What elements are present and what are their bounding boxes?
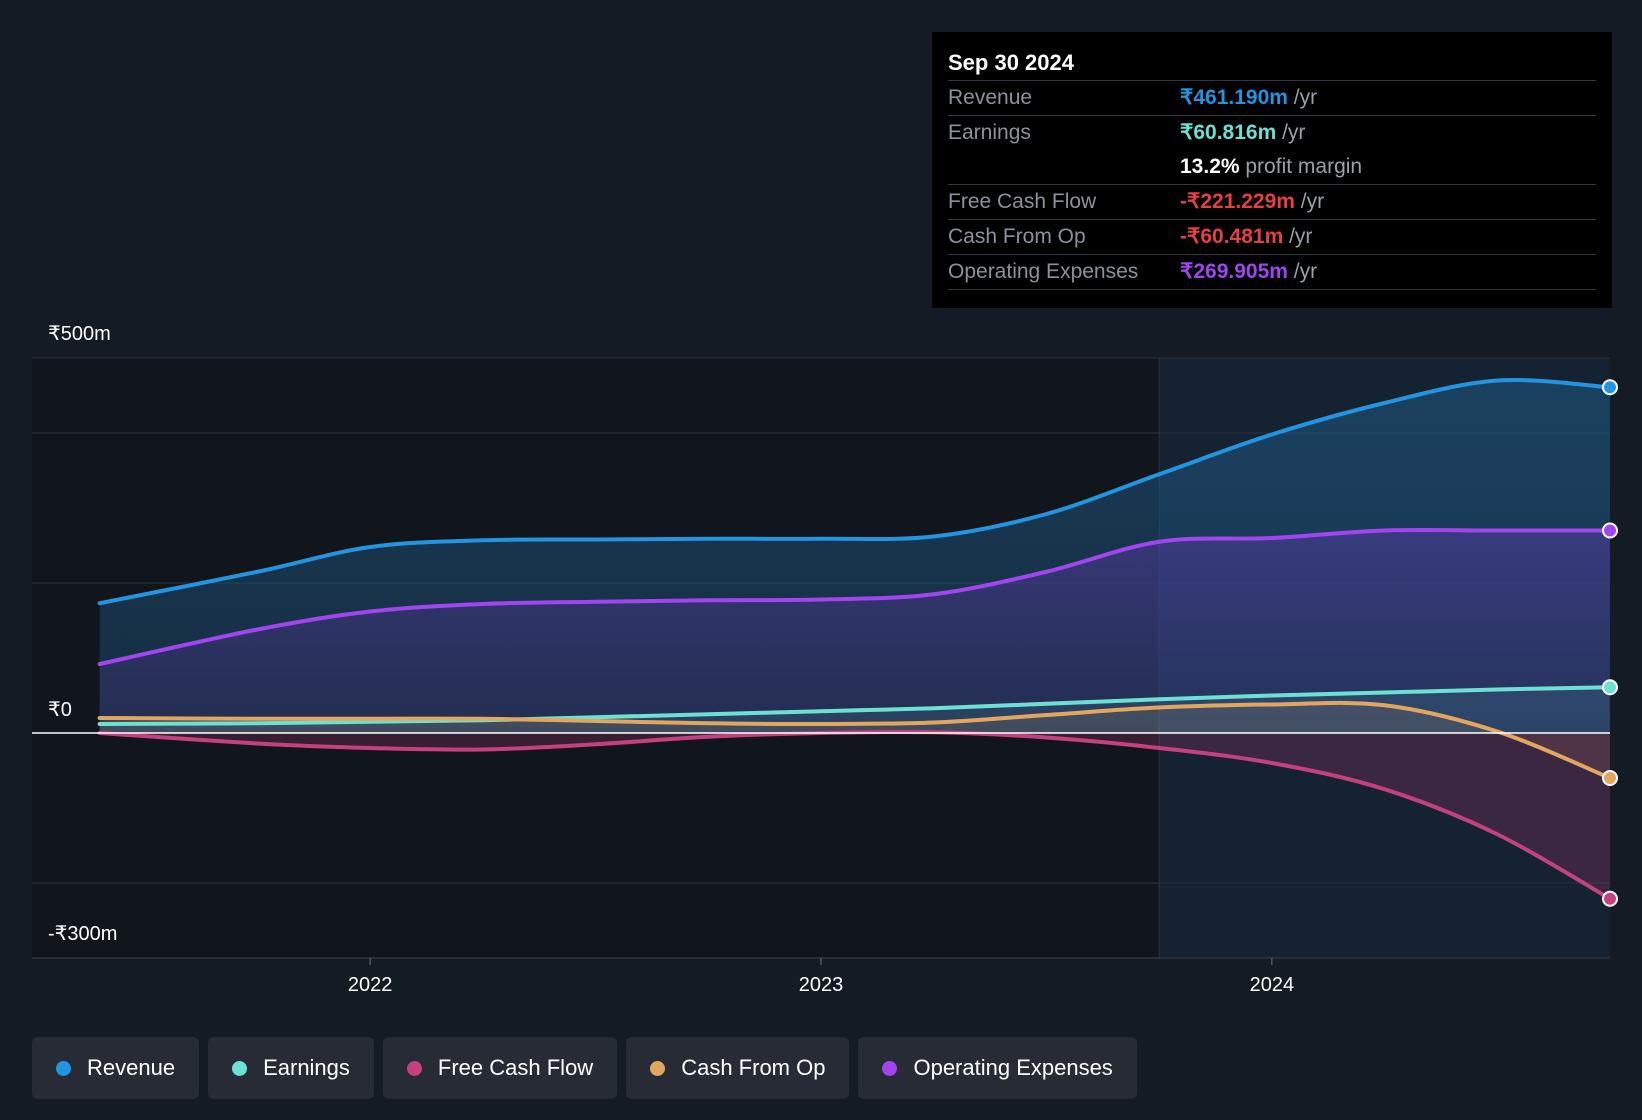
legend-label: Operating Expenses: [913, 1055, 1113, 1080]
tooltip-value: ₹269.905m: [1180, 260, 1288, 283]
legend-label: Earnings: [263, 1055, 350, 1080]
tooltip-unit: /yr: [1276, 121, 1306, 144]
endpoint-operating-expenses[interactable]: [1602, 522, 1618, 539]
tooltip-unit: /yr: [1287, 260, 1318, 283]
tooltip-row-operating-expenses: Operating Expenses ₹269.905m /yr: [948, 255, 1596, 290]
legend-item-cash-from-op[interactable]: Cash From Op: [626, 1037, 850, 1099]
endpoint-free-cash-flow[interactable]: [1602, 890, 1618, 907]
tooltip-unit: /yr: [1283, 225, 1313, 248]
revenue-dot-icon: [56, 1060, 71, 1076]
tooltip-value: ₹461.190m: [1180, 86, 1288, 109]
tooltip-date: Sep 30 2024: [948, 46, 1596, 81]
area-free-cash-flow: [99, 731, 1611, 899]
tooltip-row-cash-from-op: Cash From Op -₹60.481m /yr: [948, 220, 1596, 255]
y-label-bottom: -₹300m: [48, 923, 118, 945]
series-line-operating-expenses: [97, 527, 1612, 666]
endpoint-revenue[interactable]: [1602, 379, 1618, 396]
tooltip-value: -₹221.229m: [1180, 190, 1295, 213]
series-line-earnings: [97, 685, 1612, 726]
tooltip-label: Free Cash Flow: [948, 190, 1097, 213]
endpoint-cash-from-op[interactable]: [1602, 770, 1618, 786]
tooltip-unit: /yr: [1294, 190, 1325, 213]
tooltip-label: Cash From Op: [948, 225, 1086, 248]
cash-from-op-dot-icon: [650, 1060, 666, 1076]
x-tick-label: 2024: [1250, 974, 1295, 996]
legend-item-operating-expenses[interactable]: Operating Expenses: [858, 1037, 1137, 1099]
x-tick-label: 2023: [799, 974, 844, 996]
legend-item-free-cash-flow[interactable]: Free Cash Flow: [382, 1037, 618, 1099]
earnings-dot-icon: [232, 1060, 248, 1076]
endpoint-earnings[interactable]: [1602, 679, 1618, 696]
tooltip-label: Revenue: [948, 86, 1033, 109]
tooltip-label: Earnings: [948, 121, 1031, 144]
tooltip-value: 13.2%: [1180, 155, 1240, 178]
y-label-zero: ₹0: [48, 699, 72, 721]
legend: Revenue Earnings Free Cash Flow Cash Fro…: [32, 1037, 1146, 1099]
tooltip-value: ₹60.816m: [1180, 121, 1277, 144]
legend-item-earnings[interactable]: Earnings: [208, 1037, 374, 1099]
x-tick-label: 2022: [348, 974, 393, 996]
tooltip-unit: profit margin: [1239, 155, 1363, 178]
y-label-top: ₹500m: [48, 323, 111, 345]
tooltip-row-free-cash-flow: Free Cash Flow -₹221.229m /yr: [948, 185, 1596, 220]
tooltip-value: -₹60.481m: [1180, 225, 1284, 248]
tooltip-row-earnings: Earnings ₹60.816m /yr: [948, 116, 1596, 150]
legend-label: Free Cash Flow: [437, 1055, 594, 1080]
area-operating-expenses: [99, 529, 1611, 733]
tooltip: Sep 30 2024 Revenue ₹461.190m /yr Earnin…: [932, 32, 1612, 308]
tooltip-label: Operating Expenses: [948, 260, 1139, 283]
tooltip-row-profit-margin: 13.2% profit margin: [948, 150, 1596, 185]
legend-label: Cash From Op: [681, 1055, 826, 1080]
tooltip-unit: /yr: [1287, 86, 1318, 109]
series-line-free-cash-flow: [97, 729, 1612, 901]
series-line-revenue: [97, 378, 1612, 606]
legend-label: Revenue: [87, 1055, 176, 1080]
tooltip-row-revenue: Revenue ₹461.190m /yr: [948, 81, 1596, 116]
series-line-cash-from-op: [97, 700, 1612, 780]
operating-expenses-dot-icon: [882, 1060, 898, 1076]
legend-item-revenue[interactable]: Revenue: [32, 1037, 200, 1099]
tooltip-label: [948, 150, 1180, 184]
free-cash-flow-dot-icon: [406, 1060, 422, 1076]
